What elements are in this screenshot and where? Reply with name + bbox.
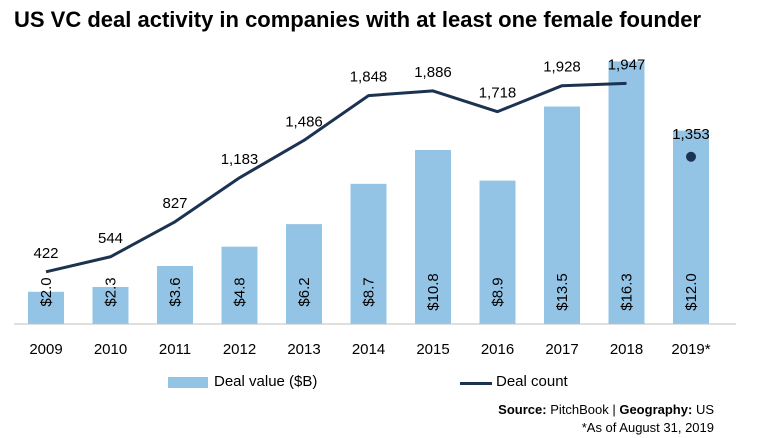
footnote: *As of August 31, 2019 [581, 420, 714, 435]
chart-title: US VC deal activity in companies with at… [14, 7, 702, 32]
line-value-label: 1,183 [221, 151, 259, 168]
legend: Deal value ($B) Deal count [0, 371, 770, 395]
x-tick-label: 2011 [159, 341, 191, 358]
line-value-label: 1,353 [672, 126, 710, 143]
x-tick-label: 2014 [352, 341, 385, 358]
chart-plot: $2.0 $2.3 $3.6 $4.8 $6.2 $8.7 $10.8 $8.9 $13.5 $1… [14, 56, 736, 358]
line-value-label: 422 [33, 245, 58, 262]
legend-label-deal-count: Deal count [496, 373, 568, 390]
source-note: Source: PitchBook | Geography: US [498, 402, 714, 417]
x-tick-label: 2018 [610, 341, 643, 358]
legend-label-deal-value: Deal value ($B) [214, 373, 318, 390]
line-value-label: 1,486 [285, 113, 323, 130]
bar [286, 224, 322, 324]
x-tick-label: 2010 [94, 341, 127, 358]
x-tick-label: 2012 [223, 341, 256, 358]
line-value-label: 1,848 [350, 69, 388, 86]
line-value-label: 1,928 [543, 59, 581, 76]
bar-value-label: $8.7 [361, 277, 378, 306]
bar-series [28, 61, 709, 325]
source-value: PitchBook | [550, 402, 616, 417]
bar-value-label: $8.9 [490, 277, 507, 306]
bar-value-label: $12.0 [683, 273, 700, 311]
legend-swatch-bar [168, 377, 208, 388]
line-value-label: 1,886 [414, 64, 452, 81]
line-value-label: 1,718 [479, 85, 517, 102]
line-value-label: 544 [98, 230, 123, 247]
bar-value-label: $4.8 [232, 277, 249, 306]
bar-value-label: $16.3 [619, 273, 636, 311]
x-tick-label: 2013 [287, 341, 320, 358]
deal-count-line [45, 81, 627, 274]
bar [350, 183, 387, 324]
line-value-labels: 422 544 827 1,183 1,486 1,848 1,886 1,718 1,928 1… [33, 56, 709, 261]
x-tick-label: 2017 [545, 341, 578, 358]
bar [608, 61, 645, 325]
x-tick-label: 2019* [671, 341, 710, 358]
geography-value: US [695, 402, 714, 417]
line-value-label: 1,947 [608, 56, 646, 73]
bar-value-label: $2.3 [103, 277, 120, 306]
bar-value-label: $3.6 [167, 277, 184, 306]
bar [479, 180, 516, 324]
bar-value-labels: $2.0 $2.3 $3.6 $4.8 $6.2 $8.7 $10.8 $8.9 $13.5 $1… [38, 273, 700, 311]
bar [673, 130, 709, 324]
deal-count-marker [686, 151, 696, 162]
legend-swatch-line [460, 382, 492, 385]
bar-value-label: $2.0 [38, 277, 55, 306]
bar [221, 246, 258, 324]
bar [28, 291, 64, 324]
bar [415, 150, 451, 324]
bar-value-label: $6.2 [296, 277, 313, 306]
x-tick-label: 2009 [29, 341, 62, 358]
line-value-label: 827 [162, 195, 187, 212]
geography-label: Geography: [619, 402, 693, 417]
line-series [45, 81, 696, 274]
source-label: Source: [498, 402, 547, 417]
bar [544, 106, 580, 324]
bar [157, 266, 193, 324]
x-tick-label: 2016 [481, 341, 514, 358]
bar-value-label: $10.8 [425, 273, 442, 311]
x-tick-label: 2015 [416, 341, 449, 358]
bar-value-label: $13.5 [554, 273, 571, 311]
x-tick-labels: 2009 2010 2011 2012 2013 2014 2015 2016 2017 2018… [29, 341, 710, 358]
bar [92, 286, 129, 324]
